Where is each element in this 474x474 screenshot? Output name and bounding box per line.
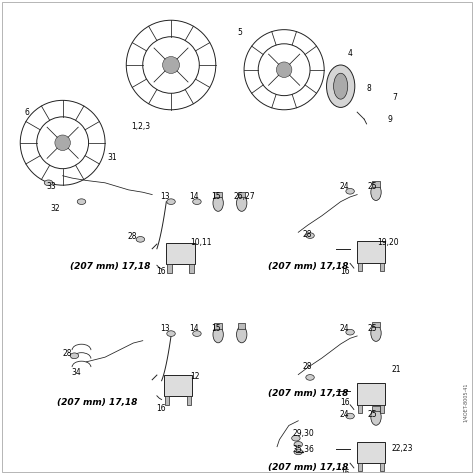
Text: 7: 7 (392, 93, 397, 102)
Circle shape (163, 56, 180, 73)
Text: 19,20: 19,20 (377, 238, 399, 247)
Bar (372, 406, 380, 411)
Text: 15: 15 (211, 192, 221, 201)
Ellipse shape (167, 199, 175, 204)
Text: 12: 12 (190, 372, 200, 381)
Text: 31: 31 (108, 153, 117, 162)
Text: 34: 34 (71, 368, 81, 377)
Circle shape (55, 135, 71, 151)
Text: (207 mm) 17,18: (207 mm) 17,18 (70, 262, 150, 271)
Ellipse shape (213, 326, 223, 343)
Ellipse shape (327, 65, 355, 108)
Bar (357, 241, 385, 263)
Text: (207 mm) 17,18: (207 mm) 17,18 (268, 389, 348, 398)
Bar (380, 263, 384, 271)
Ellipse shape (193, 331, 201, 337)
Bar (357, 383, 385, 404)
Ellipse shape (70, 353, 79, 358)
Bar (214, 192, 222, 197)
Text: 5: 5 (237, 27, 242, 36)
Text: 22,23: 22,23 (392, 444, 413, 453)
Text: 1/4OET-8005-41: 1/4OET-8005-41 (463, 382, 468, 422)
Text: 26,27: 26,27 (233, 192, 255, 201)
Text: 33: 33 (46, 182, 56, 191)
Text: 24: 24 (340, 410, 349, 419)
Bar (164, 375, 192, 396)
Text: 28: 28 (63, 349, 72, 358)
Text: 25: 25 (368, 182, 378, 191)
Text: 24: 24 (340, 324, 349, 333)
Text: 29,30: 29,30 (292, 429, 314, 438)
Text: 28: 28 (127, 232, 137, 241)
Bar (187, 396, 191, 404)
Text: 35,36: 35,36 (292, 446, 314, 455)
Text: 32: 32 (51, 204, 61, 213)
Text: (207 mm) 17,18: (207 mm) 17,18 (268, 464, 348, 473)
Text: 4: 4 (348, 49, 353, 58)
Bar (358, 404, 362, 413)
Ellipse shape (371, 409, 381, 425)
Bar (214, 323, 222, 329)
Bar (238, 323, 246, 329)
Text: 25: 25 (368, 324, 378, 333)
Text: 15: 15 (211, 324, 221, 333)
Text: (207 mm) 17,18: (207 mm) 17,18 (268, 262, 348, 271)
Ellipse shape (346, 329, 355, 335)
Ellipse shape (346, 413, 355, 419)
Ellipse shape (306, 233, 314, 238)
Ellipse shape (292, 436, 300, 441)
Ellipse shape (346, 189, 355, 194)
Ellipse shape (306, 374, 314, 380)
Ellipse shape (167, 331, 175, 337)
Text: 10,11: 10,11 (190, 238, 211, 247)
Bar (372, 322, 380, 328)
Ellipse shape (294, 441, 302, 447)
Ellipse shape (237, 326, 247, 343)
Text: 13: 13 (161, 324, 170, 333)
Ellipse shape (193, 199, 201, 204)
Ellipse shape (237, 195, 247, 211)
Text: 21: 21 (392, 365, 401, 374)
Bar (358, 463, 362, 472)
Bar (372, 181, 380, 187)
Bar (380, 463, 384, 472)
Text: 28: 28 (302, 362, 311, 371)
Bar (165, 396, 169, 404)
Ellipse shape (44, 180, 53, 186)
Bar (190, 264, 194, 273)
Text: 13: 13 (161, 192, 170, 201)
Ellipse shape (77, 199, 86, 204)
Text: 8: 8 (366, 84, 371, 93)
Text: 1,2,3: 1,2,3 (131, 122, 150, 131)
Ellipse shape (213, 195, 223, 211)
Ellipse shape (136, 237, 145, 242)
Ellipse shape (371, 184, 381, 201)
Circle shape (276, 62, 292, 77)
Bar (167, 264, 172, 273)
Text: 25: 25 (368, 410, 378, 419)
Ellipse shape (371, 325, 381, 341)
Ellipse shape (334, 73, 348, 99)
Ellipse shape (294, 449, 302, 455)
Bar (358, 263, 362, 271)
Text: 24: 24 (340, 182, 349, 191)
Text: 14: 14 (189, 192, 199, 201)
Text: 28: 28 (302, 230, 311, 239)
Text: 16: 16 (340, 267, 349, 276)
Text: 16: 16 (156, 404, 165, 413)
Text: (207 mm) 17,18: (207 mm) 17,18 (57, 398, 137, 407)
Text: 16: 16 (340, 398, 349, 407)
Bar (238, 192, 246, 197)
Text: 6: 6 (25, 108, 30, 117)
Bar (166, 243, 195, 264)
Bar (380, 404, 384, 413)
Text: 16: 16 (340, 469, 349, 474)
Text: 16: 16 (156, 267, 165, 276)
Bar (357, 442, 385, 463)
Text: 9: 9 (388, 115, 392, 124)
Text: 14: 14 (189, 324, 199, 333)
